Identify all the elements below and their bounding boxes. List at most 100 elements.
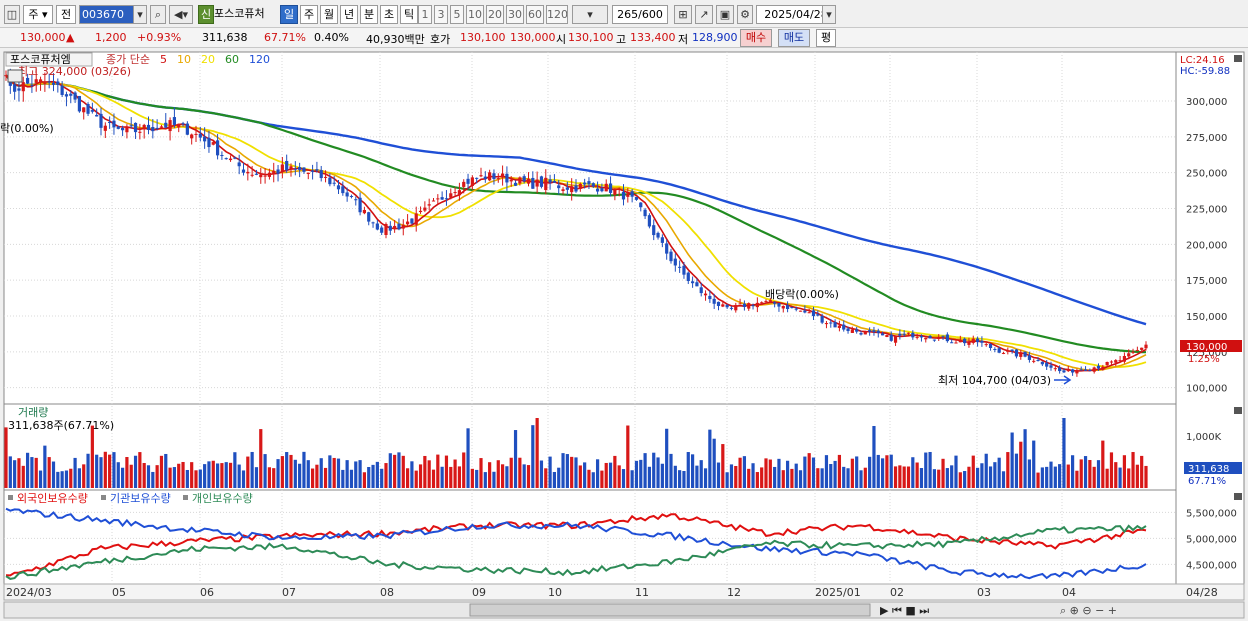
volume-bar — [203, 464, 207, 488]
date-dropdown-icon[interactable]: ▾ — [822, 5, 836, 24]
minute-option-20[interactable]: 20 — [486, 5, 504, 24]
candle-body — [25, 77, 30, 84]
volume-bar — [34, 457, 38, 488]
period-tab-6[interactable]: 틱 — [400, 5, 418, 24]
buy-button[interactable]: 매수 — [740, 29, 772, 47]
new-badge: 신 — [198, 5, 214, 24]
candle-body — [626, 193, 630, 197]
volume-bar — [613, 455, 617, 488]
minute-option-10[interactable]: 10 — [466, 5, 484, 24]
volume-bar — [544, 468, 548, 488]
candle-body — [146, 124, 151, 130]
market-select[interactable]: 주 ▾ — [23, 5, 53, 24]
period-tab-0[interactable]: 일 — [280, 5, 298, 24]
period-tab-5[interactable]: 초 — [380, 5, 398, 24]
candle-body — [708, 295, 712, 300]
candle-body — [250, 174, 254, 176]
candle-body — [906, 332, 911, 334]
pane-close-icon[interactable] — [1234, 55, 1242, 62]
candle-body — [367, 212, 371, 222]
volume-pane-close-icon[interactable] — [1234, 407, 1242, 414]
period-tab-4[interactable]: 분 — [360, 5, 378, 24]
volume-bar — [1079, 459, 1083, 488]
period-tab-1[interactable]: 주 — [300, 5, 318, 24]
change-rate: +0.93% — [137, 31, 182, 44]
stock-chart[interactable]: 300,000 275,000 250,000 225,000 200,000 175,0… — [0, 50, 1248, 621]
scroll-thumb[interactable] — [469, 603, 871, 617]
eval-button[interactable]: 평 — [816, 29, 836, 47]
settings-gear-icon[interactable]: ⚙ — [737, 5, 753, 24]
volume-bar — [1010, 432, 1014, 488]
volume-bar — [280, 456, 284, 488]
candle-body — [893, 335, 898, 343]
volume-bar — [522, 464, 526, 488]
candle-body — [120, 127, 125, 131]
volume-bar — [25, 452, 30, 488]
holdings-legend: 외국인보유수량 기관보유수량 개인보유수량 — [8, 492, 253, 505]
current-price-marker — [1180, 340, 1242, 352]
search-icon[interactable]: ⌕ — [150, 5, 166, 24]
candle-body — [397, 223, 401, 230]
candle-body — [764, 300, 768, 302]
minute-option-3[interactable]: 3 — [434, 5, 448, 24]
minute-option-1[interactable]: 1 — [418, 5, 432, 24]
candle-body — [440, 197, 444, 200]
pane-title: 포스코퓨처엠 — [10, 53, 71, 66]
period-tab-2[interactable]: 월 — [320, 5, 338, 24]
volume-bar — [669, 453, 673, 488]
blank-select[interactable]: ▾ — [572, 5, 608, 24]
volume-bar — [565, 454, 569, 488]
date-input[interactable]: 2025/04/28 — [756, 5, 836, 24]
candle-body — [1001, 352, 1006, 354]
crosshair-icon[interactable]: ⊞ — [674, 5, 692, 24]
minute-option-60[interactable]: 60 — [526, 5, 544, 24]
volume-bar — [777, 458, 781, 488]
x-axis-label: 10 — [548, 586, 562, 599]
volume-bar — [349, 469, 354, 488]
minute-option-30[interactable]: 30 — [506, 5, 524, 24]
sound-icon[interactable]: ◀▾ — [169, 5, 193, 24]
candle-body — [652, 225, 656, 236]
candle-body — [600, 188, 604, 192]
candle-body — [665, 243, 669, 254]
code-dropdown-icon[interactable]: ▾ — [133, 5, 147, 24]
holdings-y-tick: 4,500,000 — [1186, 560, 1237, 571]
candle-body — [479, 175, 483, 177]
volume-bar — [332, 457, 336, 488]
zoom-tools-icon[interactable]: ⌕ ⊕ ⊖ − + — [1060, 604, 1117, 617]
volume-bar — [608, 462, 613, 488]
candle-body — [660, 237, 664, 243]
candle-body — [224, 158, 228, 160]
volume-current-marker — [1184, 462, 1242, 474]
candle-body — [656, 232, 660, 238]
volume-bar — [449, 466, 453, 488]
volume-bar — [1019, 441, 1023, 488]
volume-bar — [116, 462, 120, 488]
hc-label: HC:-59.88 — [1180, 66, 1230, 77]
candle-body — [215, 140, 220, 156]
count-input[interactable]: 265/600 — [612, 5, 668, 24]
count-value: 265 — [617, 8, 639, 21]
candle-body — [781, 305, 785, 309]
minute-option-5[interactable]: 5 — [450, 5, 464, 24]
volume-bar — [155, 465, 159, 488]
scope-select[interactable]: 전 — [56, 5, 76, 24]
holdings-pane-close-icon[interactable] — [1234, 493, 1242, 500]
volume-bar — [362, 472, 367, 488]
holdings-pane — [3, 489, 1177, 585]
stock-code-input[interactable]: 003670 — [79, 5, 147, 24]
period-tab-3[interactable]: 년 — [340, 5, 358, 24]
volume-bar — [427, 460, 431, 488]
draw-tool-icon[interactable]: ↗ — [695, 5, 713, 24]
volume-bar — [984, 453, 988, 488]
scroll-controls-icon[interactable]: ▶ ⏮ ■ ⏭ — [880, 604, 929, 617]
candle-body — [371, 222, 375, 224]
table-icon[interactable] — [7, 69, 23, 83]
save-icon[interactable]: ▣ — [716, 5, 734, 24]
candle-body — [108, 121, 112, 123]
window-menu-icon[interactable]: ◫ — [4, 5, 20, 24]
candle-body — [82, 107, 86, 113]
volume-bar — [1144, 465, 1148, 488]
sell-button[interactable]: 매도 — [778, 29, 810, 47]
minute-option-120[interactable]: 120 — [546, 5, 568, 24]
